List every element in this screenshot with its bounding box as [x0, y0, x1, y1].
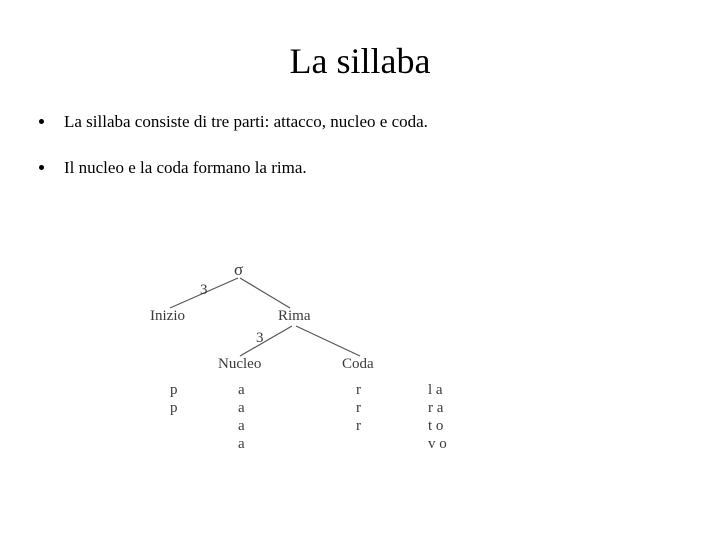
col1-row1: p	[170, 382, 178, 399]
bullet-item: La sillaba consiste di tre parti: attacc…	[56, 112, 680, 132]
col2-row4: a	[238, 436, 245, 453]
page-title: La sillaba	[40, 40, 680, 82]
col1-row2: p	[170, 400, 178, 417]
nucleo-label: Nucleo	[218, 356, 261, 373]
col4-row4: v o	[428, 436, 447, 453]
coda-label: Coda	[342, 356, 374, 373]
col4-row2: r a	[428, 400, 443, 417]
tree-branches-mid	[120, 260, 420, 380]
col2-row3: a	[238, 418, 245, 435]
bullet-item: Il nucleo e la coda formano la rima.	[56, 158, 680, 178]
col2-row1: a	[238, 382, 245, 399]
bullet-list: La sillaba consiste di tre parti: attacc…	[40, 112, 680, 178]
col3-row1: r	[356, 382, 361, 399]
col2-row2: a	[238, 400, 245, 417]
col4-row1: l a	[428, 382, 443, 399]
col4-row3: t o	[428, 418, 443, 435]
col3-row2: r	[356, 400, 361, 417]
col3-row3: r	[356, 418, 361, 435]
numeral-label-2: 3	[256, 330, 264, 347]
